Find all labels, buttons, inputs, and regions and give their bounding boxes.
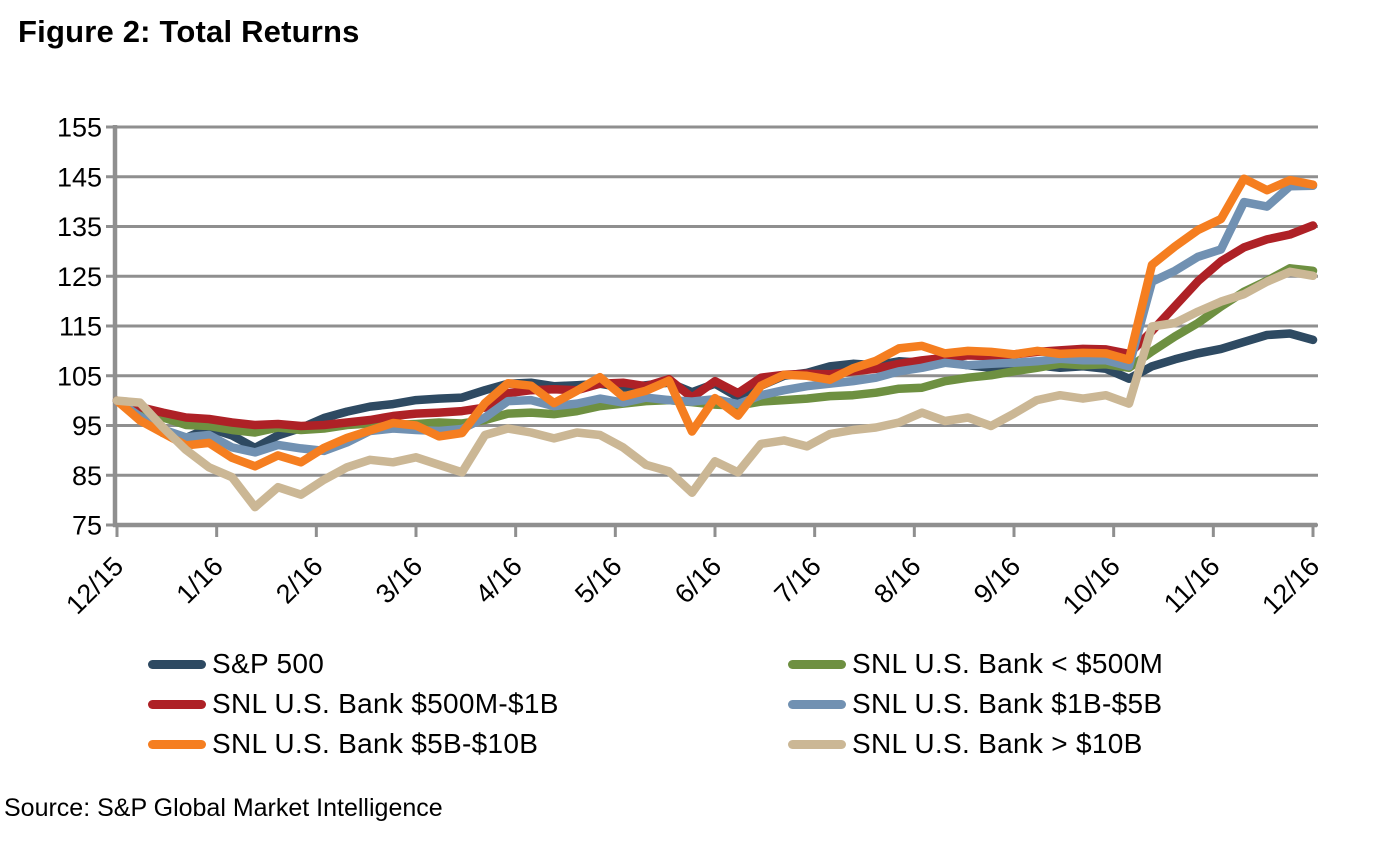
x-axis-label-9/16: 9/16: [968, 551, 1026, 609]
legend-label-bank-500m-1b: SNL U.S. Bank $500M-$1B: [212, 688, 559, 719]
y-axis-label-155: 155: [57, 113, 102, 143]
legend-item-sp500: S&P 500: [148, 644, 788, 684]
x-axis-label-6/16: 6/16: [669, 551, 727, 609]
legend-swatch-bank-1b-5b: [788, 699, 846, 709]
legend-label-sp500: S&P 500: [212, 648, 325, 679]
series-line-snl-u-s-bank-10b: [112, 267, 1318, 512]
y-axis-label-85: 85: [72, 461, 102, 491]
series-line-snl-u-s-bank-500m-1b: [112, 221, 1318, 431]
figure-title: Figure 2: Total Returns: [18, 14, 360, 49]
y-axis-label-135: 135: [57, 212, 102, 242]
x-axis-label-7/16: 7/16: [769, 551, 827, 609]
y-axis-label-95: 95: [72, 411, 102, 441]
x-axis-label-1/16: 1/16: [171, 551, 229, 609]
y-axis-label-105: 105: [57, 361, 102, 391]
legend-swatch-bank-lt-500m: [788, 659, 846, 669]
legend-item-bank-1b-5b: SNL U.S. Bank $1B-$5B: [788, 684, 1328, 724]
y-axis-label-125: 125: [57, 262, 102, 292]
x-axis-label-4/16: 4/16: [470, 551, 528, 609]
x-axis-label-5/16: 5/16: [569, 551, 627, 609]
y-axis-label-75: 75: [72, 511, 102, 541]
y-axis-label-145: 145: [57, 162, 102, 192]
legend-label-bank-5b-10b: SNL U.S. Bank $5B-$10B: [212, 728, 539, 759]
legend-label-bank-lt-500m: SNL U.S. Bank < $500M: [852, 648, 1164, 679]
chart-legend: S&P 500 SNL U.S. Bank < $500M SNL U.S. B…: [148, 644, 1328, 764]
legend-item-bank-5b-10b: SNL U.S. Bank $5B-$10B: [148, 724, 788, 764]
source-attribution: Source: S&P Global Market Intelligence: [4, 794, 443, 822]
legend-swatch-bank-5b-10b: [148, 739, 206, 749]
legend-label-bank-1b-5b: SNL U.S. Bank $1B-$5B: [852, 688, 1163, 719]
y-axis-label-115: 115: [59, 312, 102, 342]
x-axis-label-2/16: 2/16: [270, 551, 328, 609]
legend-item-bank-gt-10b: SNL U.S. Bank > $10B: [788, 724, 1328, 764]
x-axis-label-12/15: 12/15: [60, 551, 129, 620]
legend-swatch-bank-500m-1b: [148, 699, 206, 709]
x-axis-label-10/16: 10/16: [1057, 551, 1126, 620]
legend-swatch-sp500: [148, 659, 206, 669]
x-axis-label-8/16: 8/16: [868, 551, 926, 609]
legend-item-bank-lt-500m: SNL U.S. Bank < $500M: [788, 644, 1328, 684]
legend-swatch-bank-gt-10b: [788, 739, 846, 749]
x-axis-label-12/16: 12/16: [1256, 551, 1325, 620]
legend-label-bank-gt-10b: SNL U.S. Bank > $10B: [852, 728, 1143, 759]
series-line-snl-u-s-bank-5b-10b: [112, 174, 1318, 471]
legend-item-bank-500m-1b: SNL U.S. Bank $500M-$1B: [148, 684, 788, 724]
x-axis-label-3/16: 3/16: [370, 551, 428, 609]
x-axis-label-11/16: 11/16: [1158, 551, 1226, 619]
